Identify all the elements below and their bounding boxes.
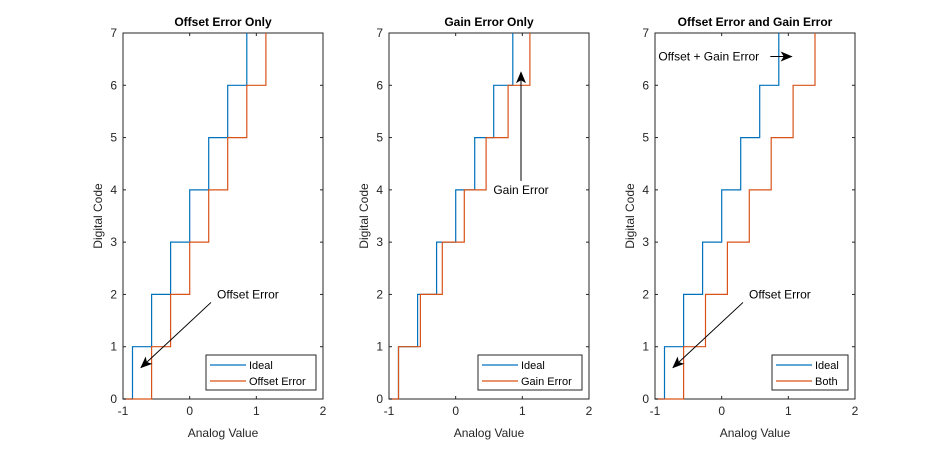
x-tick-label: 1: [785, 404, 792, 418]
y-tick-label: 7: [642, 26, 649, 40]
y-tick-label: 3: [642, 235, 649, 249]
y-axis-label: Digital Code: [91, 183, 105, 249]
annotation-text: Offset Error: [217, 287, 279, 301]
y-tick-label: 6: [642, 78, 649, 92]
x-axis-label: Analog Value: [454, 426, 525, 440]
chart-title: Gain Error Only: [444, 15, 534, 29]
y-axis-label: Digital Code: [357, 183, 371, 249]
y-tick-label: 0: [376, 392, 383, 406]
y-tick-label: 5: [376, 131, 383, 145]
legend-box: [477, 354, 583, 391]
y-tick-label: 3: [376, 235, 383, 249]
x-axis-label: Analog Value: [720, 426, 791, 440]
y-tick-label: 0: [642, 392, 649, 406]
chart-title: Offset Error Only: [174, 15, 272, 29]
annotation-arrow: [140, 302, 212, 369]
y-axis-label: Digital Code: [623, 183, 637, 249]
axes-box: [122, 32, 324, 400]
y-tick-label: 6: [376, 78, 383, 92]
series-line-offset-error: [123, 33, 267, 400]
y-tick-label: 4: [110, 183, 117, 197]
x-tick-label: -1: [118, 404, 129, 418]
axes-box: [388, 32, 590, 400]
legend-box: [771, 354, 849, 391]
y-tick-label: 7: [376, 26, 383, 40]
legend-label: Gain Error: [521, 376, 572, 388]
legend: Ideal Offset Error: [205, 354, 317, 391]
annotation-arrow: [672, 302, 744, 369]
annotation-text: Offset + Gain Error: [658, 50, 759, 64]
y-tick-label: 1: [642, 340, 649, 354]
y-tick-label: 0: [110, 392, 117, 406]
x-tick-label: -1: [650, 404, 661, 418]
x-tick-label: 0: [186, 404, 193, 418]
x-tick-label: 2: [852, 404, 859, 418]
y-tick-label: 4: [642, 183, 649, 197]
y-tick-label: 3: [110, 235, 117, 249]
x-tick-label: 0: [452, 404, 459, 418]
series-line-gain-error: [389, 33, 531, 400]
chart-title: Offset Error and Gain Error: [678, 15, 833, 29]
x-tick-label: 0: [718, 404, 725, 418]
y-tick-label: 7: [110, 26, 117, 40]
legend-label: Offset Error: [249, 376, 306, 388]
y-tick-label: 2: [110, 287, 117, 301]
y-tick-label: 5: [110, 131, 117, 145]
legend-label: Both: [815, 376, 838, 388]
series-line-both: [655, 33, 816, 400]
legend-label: Ideal: [249, 360, 273, 372]
legend: Ideal Both: [771, 354, 849, 391]
legend-label: Ideal: [815, 360, 839, 372]
x-tick-label: 1: [519, 404, 526, 418]
x-axis-label: Analog Value: [188, 426, 259, 440]
y-tick-label: 6: [110, 78, 117, 92]
legend-label: Ideal: [521, 360, 545, 372]
legend-box: [205, 354, 317, 391]
annotation-text: Offset Error: [749, 287, 811, 301]
x-tick-label: -1: [384, 404, 395, 418]
y-tick-label: 2: [376, 287, 383, 301]
y-tick-label: 4: [376, 183, 383, 197]
x-tick-label: 2: [586, 404, 593, 418]
axes-box: [654, 32, 856, 400]
annotation-text: Gain Error: [493, 183, 548, 197]
y-tick-label: 5: [642, 131, 649, 145]
series-line-ideal: [655, 33, 780, 400]
y-tick-label: 1: [110, 340, 117, 354]
x-tick-label: 1: [253, 404, 260, 418]
legend: Ideal Gain Error: [477, 354, 583, 391]
x-tick-label: 2: [320, 404, 327, 418]
y-tick-label: 2: [642, 287, 649, 301]
y-tick-label: 1: [376, 340, 383, 354]
